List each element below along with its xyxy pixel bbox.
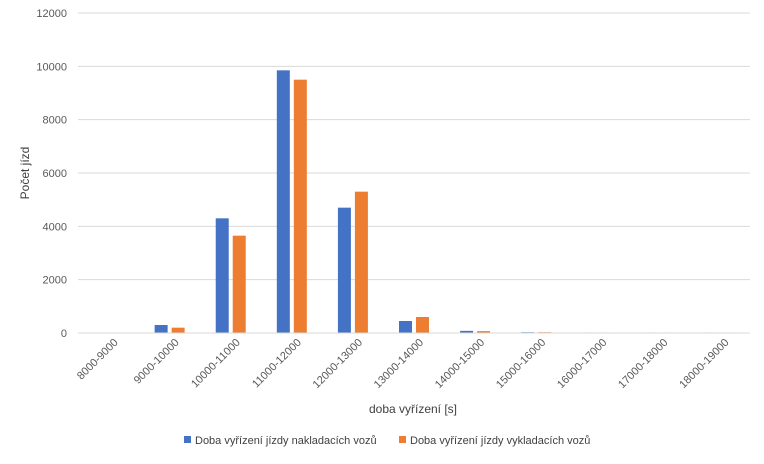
bar-series-1 — [399, 321, 412, 333]
bar-series-2 — [416, 317, 429, 333]
x-axis-title: doba vyřízení [s] — [369, 402, 457, 416]
x-tick-label: 17000-18000 — [616, 337, 670, 391]
x-tick-label: 13000-14000 — [372, 337, 426, 391]
y-tick-label: 0 — [61, 328, 67, 340]
y-axis-title: Počet jízd — [18, 147, 32, 200]
bar-series-1 — [460, 330, 474, 333]
bar-series-2 — [232, 235, 246, 333]
x-tick-label: 16000-17000 — [555, 337, 609, 391]
x-tick-label: 10000-11000 — [189, 337, 243, 391]
legend-label: Doba vyřízení jízdy nakladacích vozů — [195, 435, 377, 447]
bar-series-1 — [337, 207, 351, 333]
bar-series-2 — [293, 79, 307, 334]
bars — [154, 70, 735, 334]
bar-series-2 — [354, 191, 368, 333]
x-axis-ticks: 8000-9000 9000-10000 10000-11000 11000-1200… — [75, 337, 732, 391]
y-tick-label: 8000 — [43, 115, 67, 127]
bar-series-1 — [215, 218, 229, 333]
y-tick-label: 6000 — [43, 168, 67, 180]
legend-swatch — [399, 436, 406, 443]
x-tick-label: 9000-10000 — [132, 337, 182, 387]
bar-series-1 — [154, 325, 168, 333]
y-axis-ticks: 0 2000 4000 6000 8000 10000 12000 — [36, 8, 67, 340]
bar-series-1 — [276, 70, 290, 333]
x-tick-label: 14000-15000 — [433, 337, 487, 391]
x-tick-label: 12000-13000 — [311, 337, 365, 391]
bar-series-2 — [477, 331, 491, 333]
y-tick-label: 10000 — [36, 61, 67, 73]
bar-series-2 — [171, 327, 185, 333]
x-tick-label: 11000-12000 — [250, 337, 304, 391]
legend-label: Doba vyřízení jízdy vykladacích vozů — [410, 435, 590, 447]
legend: Doba vyřízení jízdy nakladacích vozů Doba… — [184, 435, 590, 447]
y-tick-label: 2000 — [43, 275, 67, 287]
gridlines — [78, 12, 750, 281]
x-tick-label: 8000-9000 — [75, 337, 121, 383]
y-tick-label: 4000 — [43, 221, 67, 233]
x-tick-label: 18000-19000 — [677, 337, 731, 391]
legend-swatch — [184, 436, 191, 443]
x-tick-label: 15000-16000 — [494, 337, 548, 391]
y-tick-label: 12000 — [36, 8, 67, 20]
